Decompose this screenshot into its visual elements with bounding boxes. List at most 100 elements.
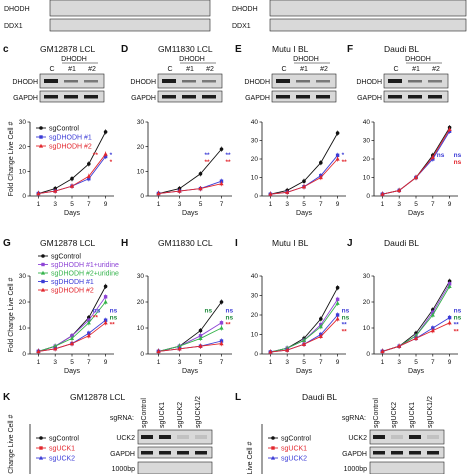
data-point-J-2-4 <box>447 284 452 288</box>
band-gapdh-c-1 <box>64 95 78 99</box>
annotation-G-1: ns <box>110 308 118 315</box>
panel-title-L: Daudi BL <box>302 392 337 402</box>
x-tick-label-E-1: 3 <box>285 201 289 208</box>
panel-letter-G: G <box>3 238 11 249</box>
annotation-E-1: ** <box>342 159 348 166</box>
x-tick-label-H-2: 5 <box>199 359 203 366</box>
blot-label-gapdh-F: GAPDH <box>357 95 382 102</box>
lane-label-E-0: C <box>281 66 286 73</box>
annotation-E-0: * <box>342 152 345 159</box>
y-tick-label-D-3: 30 <box>137 119 145 126</box>
panel-title-D: GM11830 LCL <box>158 44 213 54</box>
data-point-H-0-2 <box>198 328 203 333</box>
y-tick-label-c-3: 30 <box>19 119 27 126</box>
panel-G: G GM12878 LCL 0 10 20 30 1 3 5 7 9 Days Fold Change … <box>3 238 118 375</box>
data-point-c-0-2 <box>70 176 74 181</box>
data-point-G-2-3 <box>86 320 91 325</box>
size-label-K: 1000bp <box>112 466 135 473</box>
blot-label-dhodh-D: DHODH <box>130 79 156 86</box>
gapdh-blot-K <box>137 446 213 459</box>
annotation-c-2: * <box>110 159 113 166</box>
data-point-G-4-2 <box>69 341 75 346</box>
panel-letter-I: I <box>235 238 238 249</box>
panel-letter-F: F <box>347 44 353 55</box>
data-point-H-1-3 <box>219 321 224 325</box>
annotation-c-1: ** <box>93 152 99 159</box>
x-tick-label-c-3: 7 <box>87 201 91 208</box>
panel-title-E: Mutu I BL <box>272 44 309 54</box>
band-gapdh-D-1 <box>182 95 196 99</box>
annotation-G-4: ** <box>110 322 116 329</box>
row2-legend-label-0: sgControl <box>51 253 81 260</box>
uck2-band-K-0 <box>141 435 153 439</box>
data-point-I-0-4 <box>335 285 340 290</box>
x-tick-label-G-4: 9 <box>104 359 108 366</box>
band-gapdh-E-1 <box>296 95 310 99</box>
x-tick-label-G-1: 3 <box>53 359 57 366</box>
annotation-J-2: ** <box>454 322 460 329</box>
data-point-c-0-4 <box>103 130 108 134</box>
data-point-I-4-4 <box>335 316 340 321</box>
x-tick-label-I-0: 1 <box>269 359 273 366</box>
row2-legend-label-3: sgDHODH #1 <box>51 279 94 286</box>
y-tick-label-J-3: 30 <box>363 273 371 280</box>
blot-header-c: DHODH <box>61 56 87 63</box>
row-3: K GM12878 LCL Fold Change Live Cell # sgCon… <box>3 392 445 474</box>
lane-label-c-0: C <box>49 66 54 73</box>
panel-letter-K: K <box>3 392 11 403</box>
row1-legend-label-0: sgControl <box>49 125 79 132</box>
x-tick-label-G-3: 7 <box>87 359 91 366</box>
data-point-E-0-3 <box>319 160 323 165</box>
data-point-G-4-4 <box>103 320 108 325</box>
gapdh-band-L-3 <box>427 451 439 455</box>
band-gapdh-E-0 <box>276 95 290 99</box>
data-point-H-0-3 <box>219 300 224 304</box>
data-point-E-0-4 <box>335 131 340 135</box>
panel-letter-J: J <box>347 238 353 249</box>
annotation-D-2: ** <box>205 159 211 166</box>
data-point-J-4-4 <box>447 320 452 325</box>
band-dhodh-F-2 <box>428 80 442 83</box>
data-point-E-1-4 <box>335 153 340 157</box>
y-tick-label-c-1: 10 <box>19 169 27 176</box>
lane-label-c-1: #1 <box>68 66 76 73</box>
blot-label-dhodh-E: DHODH <box>244 79 270 86</box>
top-blot-right: DHODH DDX1 <box>232 0 467 32</box>
band-dhodh-c-2 <box>84 80 98 83</box>
annotation-D-0: ** <box>205 152 211 159</box>
panel-title-I: Mutu I BL <box>272 238 309 248</box>
row3-legend-marker-K-2 <box>38 455 44 460</box>
annotation-D-1: ** <box>226 152 232 159</box>
uck-lane-label-L-1: sgUCK2 <box>391 402 398 428</box>
uck2-label-K: UCK2 <box>116 435 135 442</box>
data-point-D-2-3 <box>219 181 224 186</box>
annotation-I-0: ns <box>342 308 350 315</box>
uck2-band-L-3 <box>427 435 439 439</box>
x-tick-label-D-0: 1 <box>157 201 161 208</box>
x-tick-label-E-0: 1 <box>269 201 273 208</box>
panel-title-H: GM11830 LCL <box>158 238 213 248</box>
y-tick-label-G-1: 10 <box>19 325 27 332</box>
annotation-G-0: ns <box>93 308 101 315</box>
series-line-H-2 <box>158 327 222 352</box>
row2-legend-label-2: sgDHODH #2+uridine <box>51 270 119 277</box>
top-blot-left-label-1: DHODH <box>4 6 30 13</box>
data-point-G-2-2 <box>69 336 75 340</box>
blot-label-dhodh-c: DHODH <box>12 79 38 86</box>
row2-legend-marker-0 <box>41 254 45 258</box>
data-point-c-2-1 <box>53 188 58 193</box>
uck-lane-label-L-3: sgUCK1/2 <box>427 396 434 428</box>
data-point-I-2-4 <box>335 301 340 305</box>
x-tick-label-H-3: 7 <box>220 359 224 366</box>
y-axis-label-G: Fold Change Live Cell # <box>8 278 15 353</box>
data-point-H-2-1 <box>177 344 182 348</box>
data-point-I-2-2 <box>301 338 307 342</box>
data-point-G-2-1 <box>53 344 58 348</box>
top-blot-left-label-2: DDX1 <box>4 23 23 30</box>
y-tick-label-c-2: 20 <box>19 144 27 151</box>
band-gapdh-c-2 <box>84 95 98 99</box>
series-line-F-2 <box>382 129 450 195</box>
